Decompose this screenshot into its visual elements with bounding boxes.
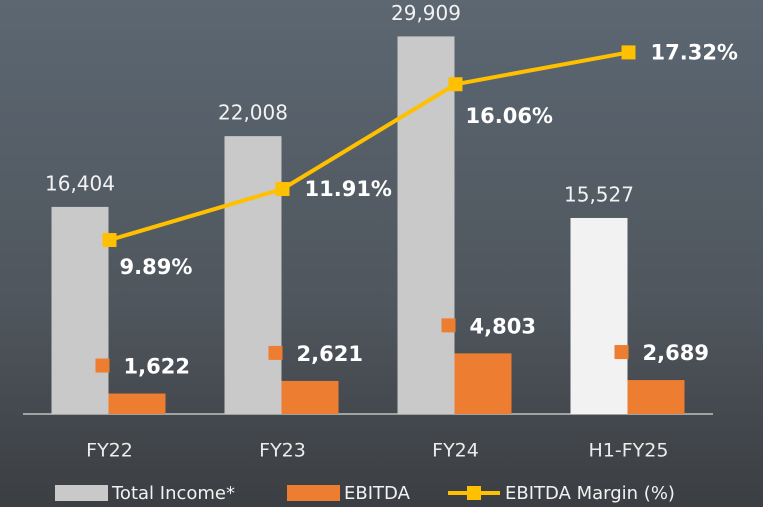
bar xyxy=(570,217,628,414)
value-label: 15,527 xyxy=(564,182,634,206)
legend-swatch xyxy=(287,485,340,501)
legend-marker xyxy=(467,486,481,500)
line-marker xyxy=(102,233,117,248)
bar xyxy=(281,380,339,414)
legend-label: EBITDA Margin (%) xyxy=(505,483,675,504)
bar xyxy=(224,136,282,415)
line-marker xyxy=(275,182,290,197)
label-marker xyxy=(441,318,456,333)
value-label: 29,909 xyxy=(391,1,461,25)
x-tick-label: FY24 xyxy=(432,440,479,462)
x-tick-label: FY23 xyxy=(259,440,306,462)
value-label: 4,803 xyxy=(470,314,536,338)
label-marker xyxy=(268,345,283,360)
legend-label: Total Income* xyxy=(111,483,235,504)
x-tick-label: H1-FY25 xyxy=(589,440,669,462)
line-marker xyxy=(448,77,463,92)
legend-swatch xyxy=(55,485,108,501)
value-label: 16,404 xyxy=(45,171,115,195)
value-label: 11.91% xyxy=(305,177,392,201)
value-label: 2,689 xyxy=(643,341,709,365)
x-tick-label: FY22 xyxy=(86,440,133,462)
bar xyxy=(397,36,455,415)
bar xyxy=(454,353,512,414)
line-marker xyxy=(621,45,636,60)
line xyxy=(108,50,629,242)
value-label: 9.89% xyxy=(120,255,193,279)
bar xyxy=(108,393,166,414)
label-marker xyxy=(95,358,110,373)
value-label: 16.06% xyxy=(466,104,553,128)
value-label: 2,621 xyxy=(297,342,363,366)
bar xyxy=(627,380,685,414)
value-label: 1,622 xyxy=(124,355,190,379)
legend-label: EBITDA xyxy=(344,483,411,504)
value-label: 17.32% xyxy=(651,40,738,64)
value-label: 22,008 xyxy=(218,101,288,125)
label-marker xyxy=(614,345,629,360)
bar xyxy=(51,206,109,414)
